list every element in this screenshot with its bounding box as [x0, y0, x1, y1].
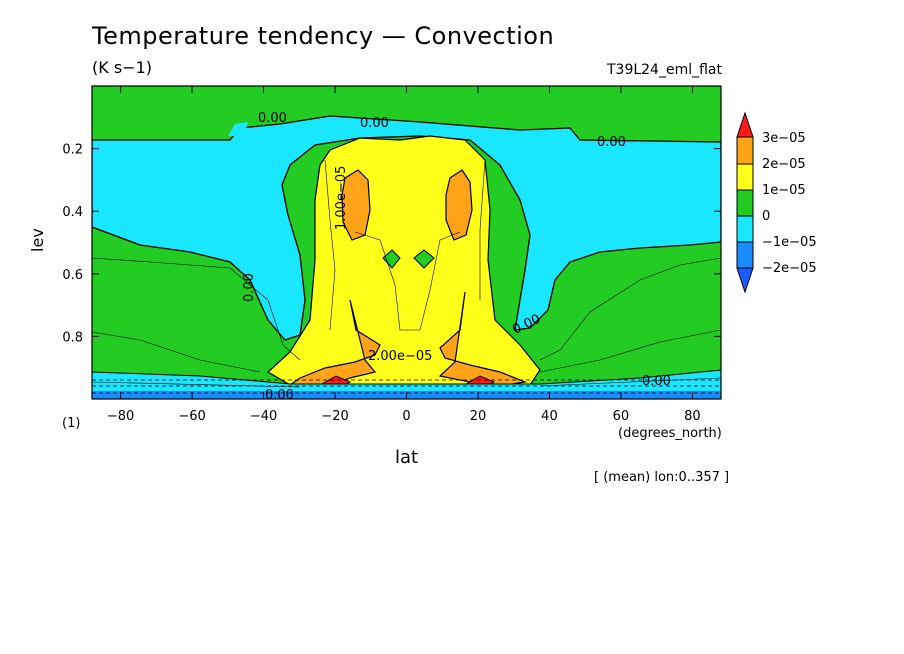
y-tick-label: 0.8: [62, 330, 83, 345]
contour-fill: [92, 86, 721, 399]
colorbar-label: −2e−05: [762, 261, 817, 276]
contour-label: 2.00e−05: [368, 349, 432, 364]
colorbar-label: 0: [762, 209, 771, 224]
x-tick-label: −40: [250, 409, 277, 424]
colorbar-arrow-bottom: [736, 267, 754, 294]
y-axis-units: (1): [62, 416, 81, 431]
fill-level-2e-05-lower-right: [438, 291, 528, 387]
fill-level-1e-05: [266, 135, 541, 389]
x-tick-label: 40: [541, 409, 558, 424]
chart-units: (K s−1): [92, 58, 152, 77]
y-tick-label: 0.6: [62, 268, 83, 283]
contour-label: 0.00: [642, 374, 671, 389]
colorbar-label: 2e−05: [762, 157, 806, 172]
colorbar-arrow-top: [736, 111, 754, 138]
colorbar: [736, 111, 754, 294]
contour-label: 1.00e−05: [334, 166, 349, 230]
x-tick-label: 80: [684, 409, 701, 424]
x-axis-units: (degrees_north): [618, 426, 722, 441]
x-tick-label: −60: [178, 409, 205, 424]
y-tick-label: 0.4: [62, 205, 83, 220]
x-tick-label: 60: [613, 409, 630, 424]
colorbar-band-2e-05: [736, 136, 754, 165]
contour-lines-thin: [92, 159, 721, 388]
x-axis-label: lat: [395, 447, 419, 468]
chart-title: Temperature tendency — Convection: [92, 22, 555, 50]
colorbar-band-0: [736, 189, 754, 217]
contour-label: 0.00: [597, 135, 626, 150]
contour-label: 0.00: [265, 388, 294, 403]
y-tick-label: 0.2: [62, 143, 83, 158]
colorbar-band-neg1e-05: [736, 215, 754, 243]
fill-level-0-diamond-left: [382, 249, 401, 269]
fill-negative-upper: [92, 115, 721, 341]
axis-ticks: −80 −60 −40 −20 0 20 40 60 80 0.2 0.4 0.6 0.8: [62, 86, 721, 424]
fill-level-0-diamond-right: [413, 249, 435, 269]
colorbar-label: −1e−05: [762, 235, 817, 250]
colorbar-label: 3e−05: [762, 131, 806, 146]
fill-level-2e-05-lower-left: [288, 299, 381, 387]
colorbar-band-neg2e-05: [736, 241, 754, 269]
colorbar-label: 1e−05: [762, 183, 806, 198]
x-tick-label: −80: [107, 409, 134, 424]
x-tick-label: 0: [402, 409, 410, 424]
x-tick-label: −20: [321, 409, 348, 424]
averaging-note: [ (mean) lon:0..357 ]: [594, 470, 730, 485]
run-id: T39L24_eml_flat: [606, 62, 722, 78]
contour-label: 0.00: [360, 116, 389, 131]
fill-level-2e-05-upper-right: [445, 169, 473, 241]
fill-negative-notch: [228, 122, 248, 136]
contour-label: 0.00: [242, 273, 257, 302]
x-tick-label: 20: [470, 409, 487, 424]
contour-label: 0.00: [258, 111, 287, 126]
colorbar-band-1e-05: [736, 163, 754, 191]
